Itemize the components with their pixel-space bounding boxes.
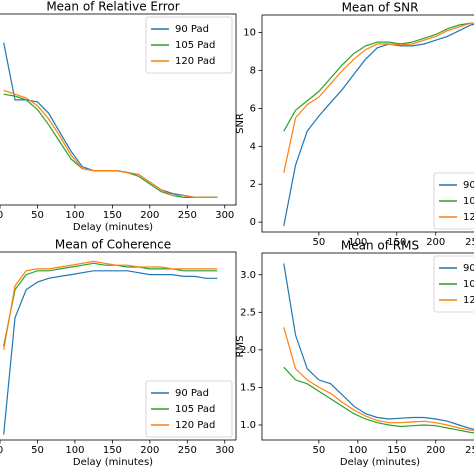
legend-label: 105 Pad [175,404,215,415]
panel-title: Mean of RMS [341,239,419,253]
x-tick-label: 200 [426,445,445,456]
x-tick-label: 200 [426,237,445,248]
panel: Mean of RMS 50 100 150 200 250 1.0 1.5 2.0 2.5 3.0… [235,239,474,468]
x-tick-label: 250 [178,445,197,456]
legend-label: 120 Pad [463,212,474,223]
series-line [3,262,218,347]
series-line [3,270,218,435]
y-axis-label: RMS [235,336,246,358]
x-tick-label: 50 [31,445,44,456]
series-line [283,327,474,432]
x-tick-label: 150 [387,445,406,456]
x-tick-label: 50 [313,445,326,456]
panel: Mean of Relative Error 0 50 100 150 200 250 300… [0,0,237,233]
y-tick-label: 6 [250,103,256,114]
x-axis-label: Delay (minutes) [73,222,153,233]
legend-label: 105 Pad [175,40,215,51]
legend-label: 90 Pad [463,263,474,274]
legend-label: 120 Pad [463,295,474,306]
y-tick-label: 3.0 [240,270,256,281]
x-tick-label: 100 [348,237,367,248]
series-line [283,22,474,174]
legend-label: 90 Pad [175,24,209,35]
legend-box [145,380,233,438]
y-tick-label: 1.0 [240,420,256,431]
legend-label: 90 Pad [175,388,209,399]
series-line [283,263,474,430]
panel-title: Mean of SNR [342,1,419,15]
y-tick-label: 0 [250,217,256,228]
x-tick-label: 100 [348,445,367,456]
y-tick-label: 4 [250,141,256,152]
legend-label: 105 Pad [463,279,474,290]
y-axis-label: SNR [235,113,246,134]
axes-frame [0,251,237,441]
x-tick-label: 0 [0,445,3,456]
x-tick-label: 100 [65,445,84,456]
x-tick-label: 250 [178,210,197,221]
legend-label: 120 Pad [175,420,215,431]
axes-frame [261,14,474,233]
x-tick-label: 200 [140,210,159,221]
y-tick-label: 2 [250,179,256,190]
y-tick-label: 2.0 [240,345,256,356]
x-tick-label: 100 [65,210,84,221]
x-tick-label: 150 [103,210,122,221]
x-tick-label: 250 [465,445,474,456]
panel-title: Mean of Relative Error [46,0,179,14]
series-line [3,89,218,198]
x-tick-label: 300 [215,445,234,456]
legend-box [145,16,233,74]
series-line [3,260,218,350]
axes-frame [0,13,237,206]
x-tick-label: 50 [31,210,44,221]
x-tick-label: 250 [465,237,474,248]
series-line [283,22,474,132]
x-axis-label: Delay (minutes) [340,457,420,468]
legend-label: 105 Pad [463,196,474,207]
legend-label: 90 Pad [463,180,474,191]
x-tick-label: 150 [387,237,406,248]
panel-title: Mean of Coherence [55,238,171,252]
panel: Mean of Coherence 0 50 100 150 200 250 300 Delay… [0,238,237,468]
x-tick-label: 150 [103,445,122,456]
panel: Mean of SNR 50 100 150 200 250 0 2 4 6 8 10 SNR 90 Pa… [235,1,474,248]
y-tick-label: 2.5 [240,307,256,318]
x-axis-label: Delay (minutes) [73,457,153,468]
x-tick-label: 50 [313,237,326,248]
axes-frame [261,252,474,441]
x-tick-label: 0 [0,210,3,221]
series-line [283,366,474,434]
x-tick-label: 200 [140,445,159,456]
legend-label: 120 Pad [175,56,215,67]
y-tick-label: 1.5 [240,382,256,393]
y-tick-label: 10 [243,28,256,39]
x-tick-label: 300 [215,210,234,221]
series-line [3,93,218,198]
y-tick-label: 8 [250,66,256,77]
